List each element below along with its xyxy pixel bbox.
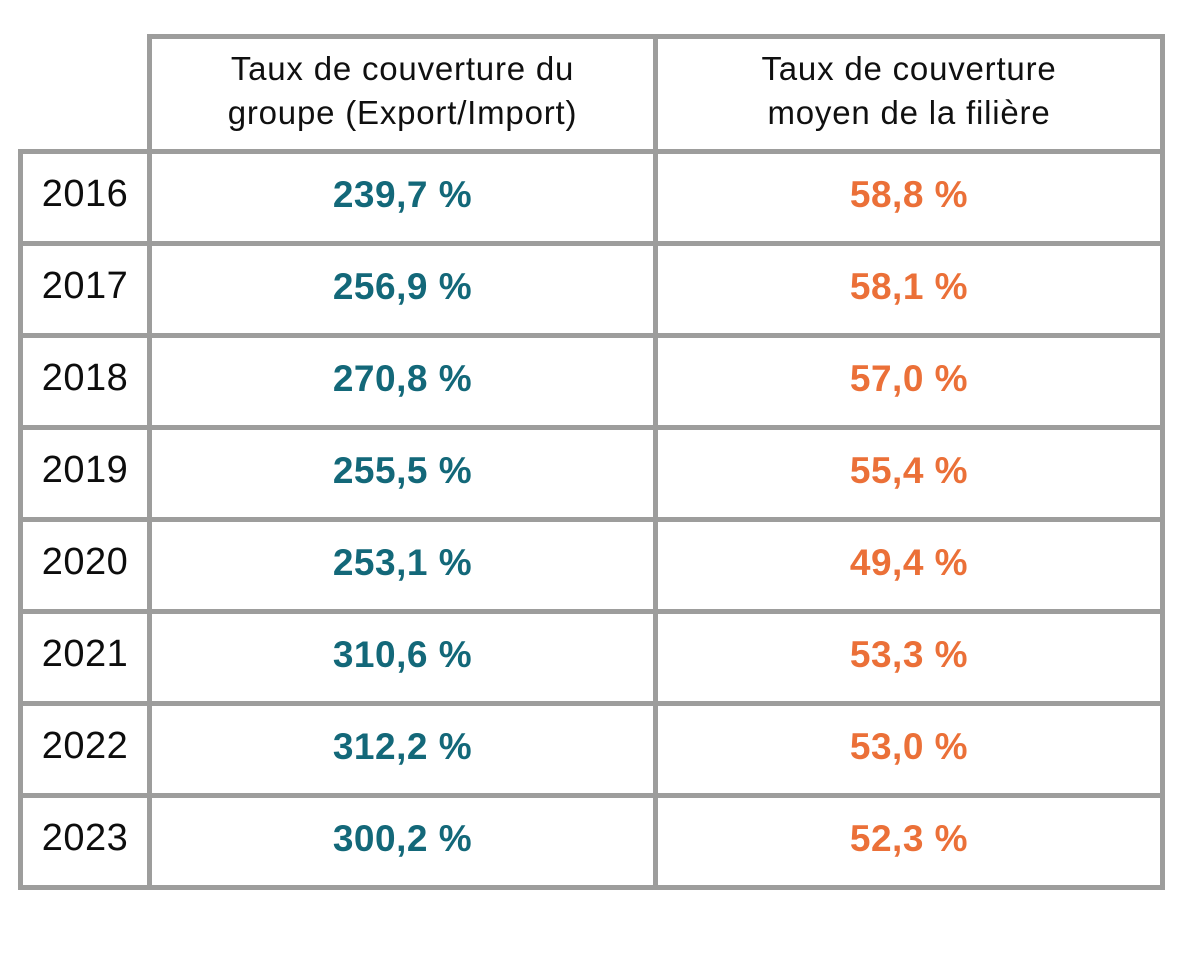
column-header-group-line1: Taux de couverture du [230,50,575,87]
group-rate-cell: 239,7 % [147,149,658,246]
group-rate-cell: 256,9 % [147,241,658,338]
group-rate-cell: 310,6 % [147,609,658,706]
sector-rate-cell: 58,8 % [653,149,1165,246]
corner-cell [21,37,150,152]
sector-rate-cell: 49,4 % [653,517,1165,614]
sector-rate-cell: 57,0 % [653,333,1165,430]
table-row-2022: 2022 312,2 % 53,0 % [18,701,1165,798]
column-header-group-line2: groupe (Export/Import) [227,94,578,131]
table-row-2020: 2020 253,1 % 49,4 % [18,517,1165,614]
sector-rate-cell: 58,1 % [653,241,1165,338]
year-cell: 2018 [18,333,152,430]
coverage-rate-table: Taux de couverture du groupe (Export/Imp… [18,34,1165,890]
group-rate-cell: 253,1 % [147,517,658,614]
table-row-2019: 2019 255,5 % 55,4 % [18,425,1165,522]
year-cell: 2021 [18,609,152,706]
column-header-sector-rate: Taux de couverture moyen de la filière [653,34,1165,154]
year-cell: 2022 [18,701,152,798]
year-cell: 2017 [18,241,152,338]
sector-rate-cell: 55,4 % [653,425,1165,522]
table-row-2016: 2016 239,7 % 58,8 % [18,149,1165,246]
table-row-2017: 2017 256,9 % 58,1 % [18,241,1165,338]
sector-rate-cell: 53,0 % [653,701,1165,798]
column-header-sector-line1: Taux de couverture [761,50,1057,87]
sector-rate-cell: 52,3 % [653,793,1165,890]
year-cell: 2023 [18,793,152,890]
year-cell: 2020 [18,517,152,614]
group-rate-cell: 312,2 % [147,701,658,798]
group-rate-cell: 300,2 % [147,793,658,890]
column-header-group-rate: Taux de couverture du groupe (Export/Imp… [147,34,658,154]
table-row-2021: 2021 310,6 % 53,3 % [18,609,1165,706]
column-header-sector-line2: moyen de la filière [767,94,1051,131]
table-row-2018: 2018 270,8 % 57,0 % [18,333,1165,430]
year-cell: 2019 [18,425,152,522]
table-row-2023: 2023 300,2 % 52,3 % [18,793,1165,890]
year-cell: 2016 [18,149,152,246]
group-rate-cell: 255,5 % [147,425,658,522]
header-row: Taux de couverture du groupe (Export/Imp… [21,34,1165,154]
group-rate-cell: 270,8 % [147,333,658,430]
sector-rate-cell: 53,3 % [653,609,1165,706]
